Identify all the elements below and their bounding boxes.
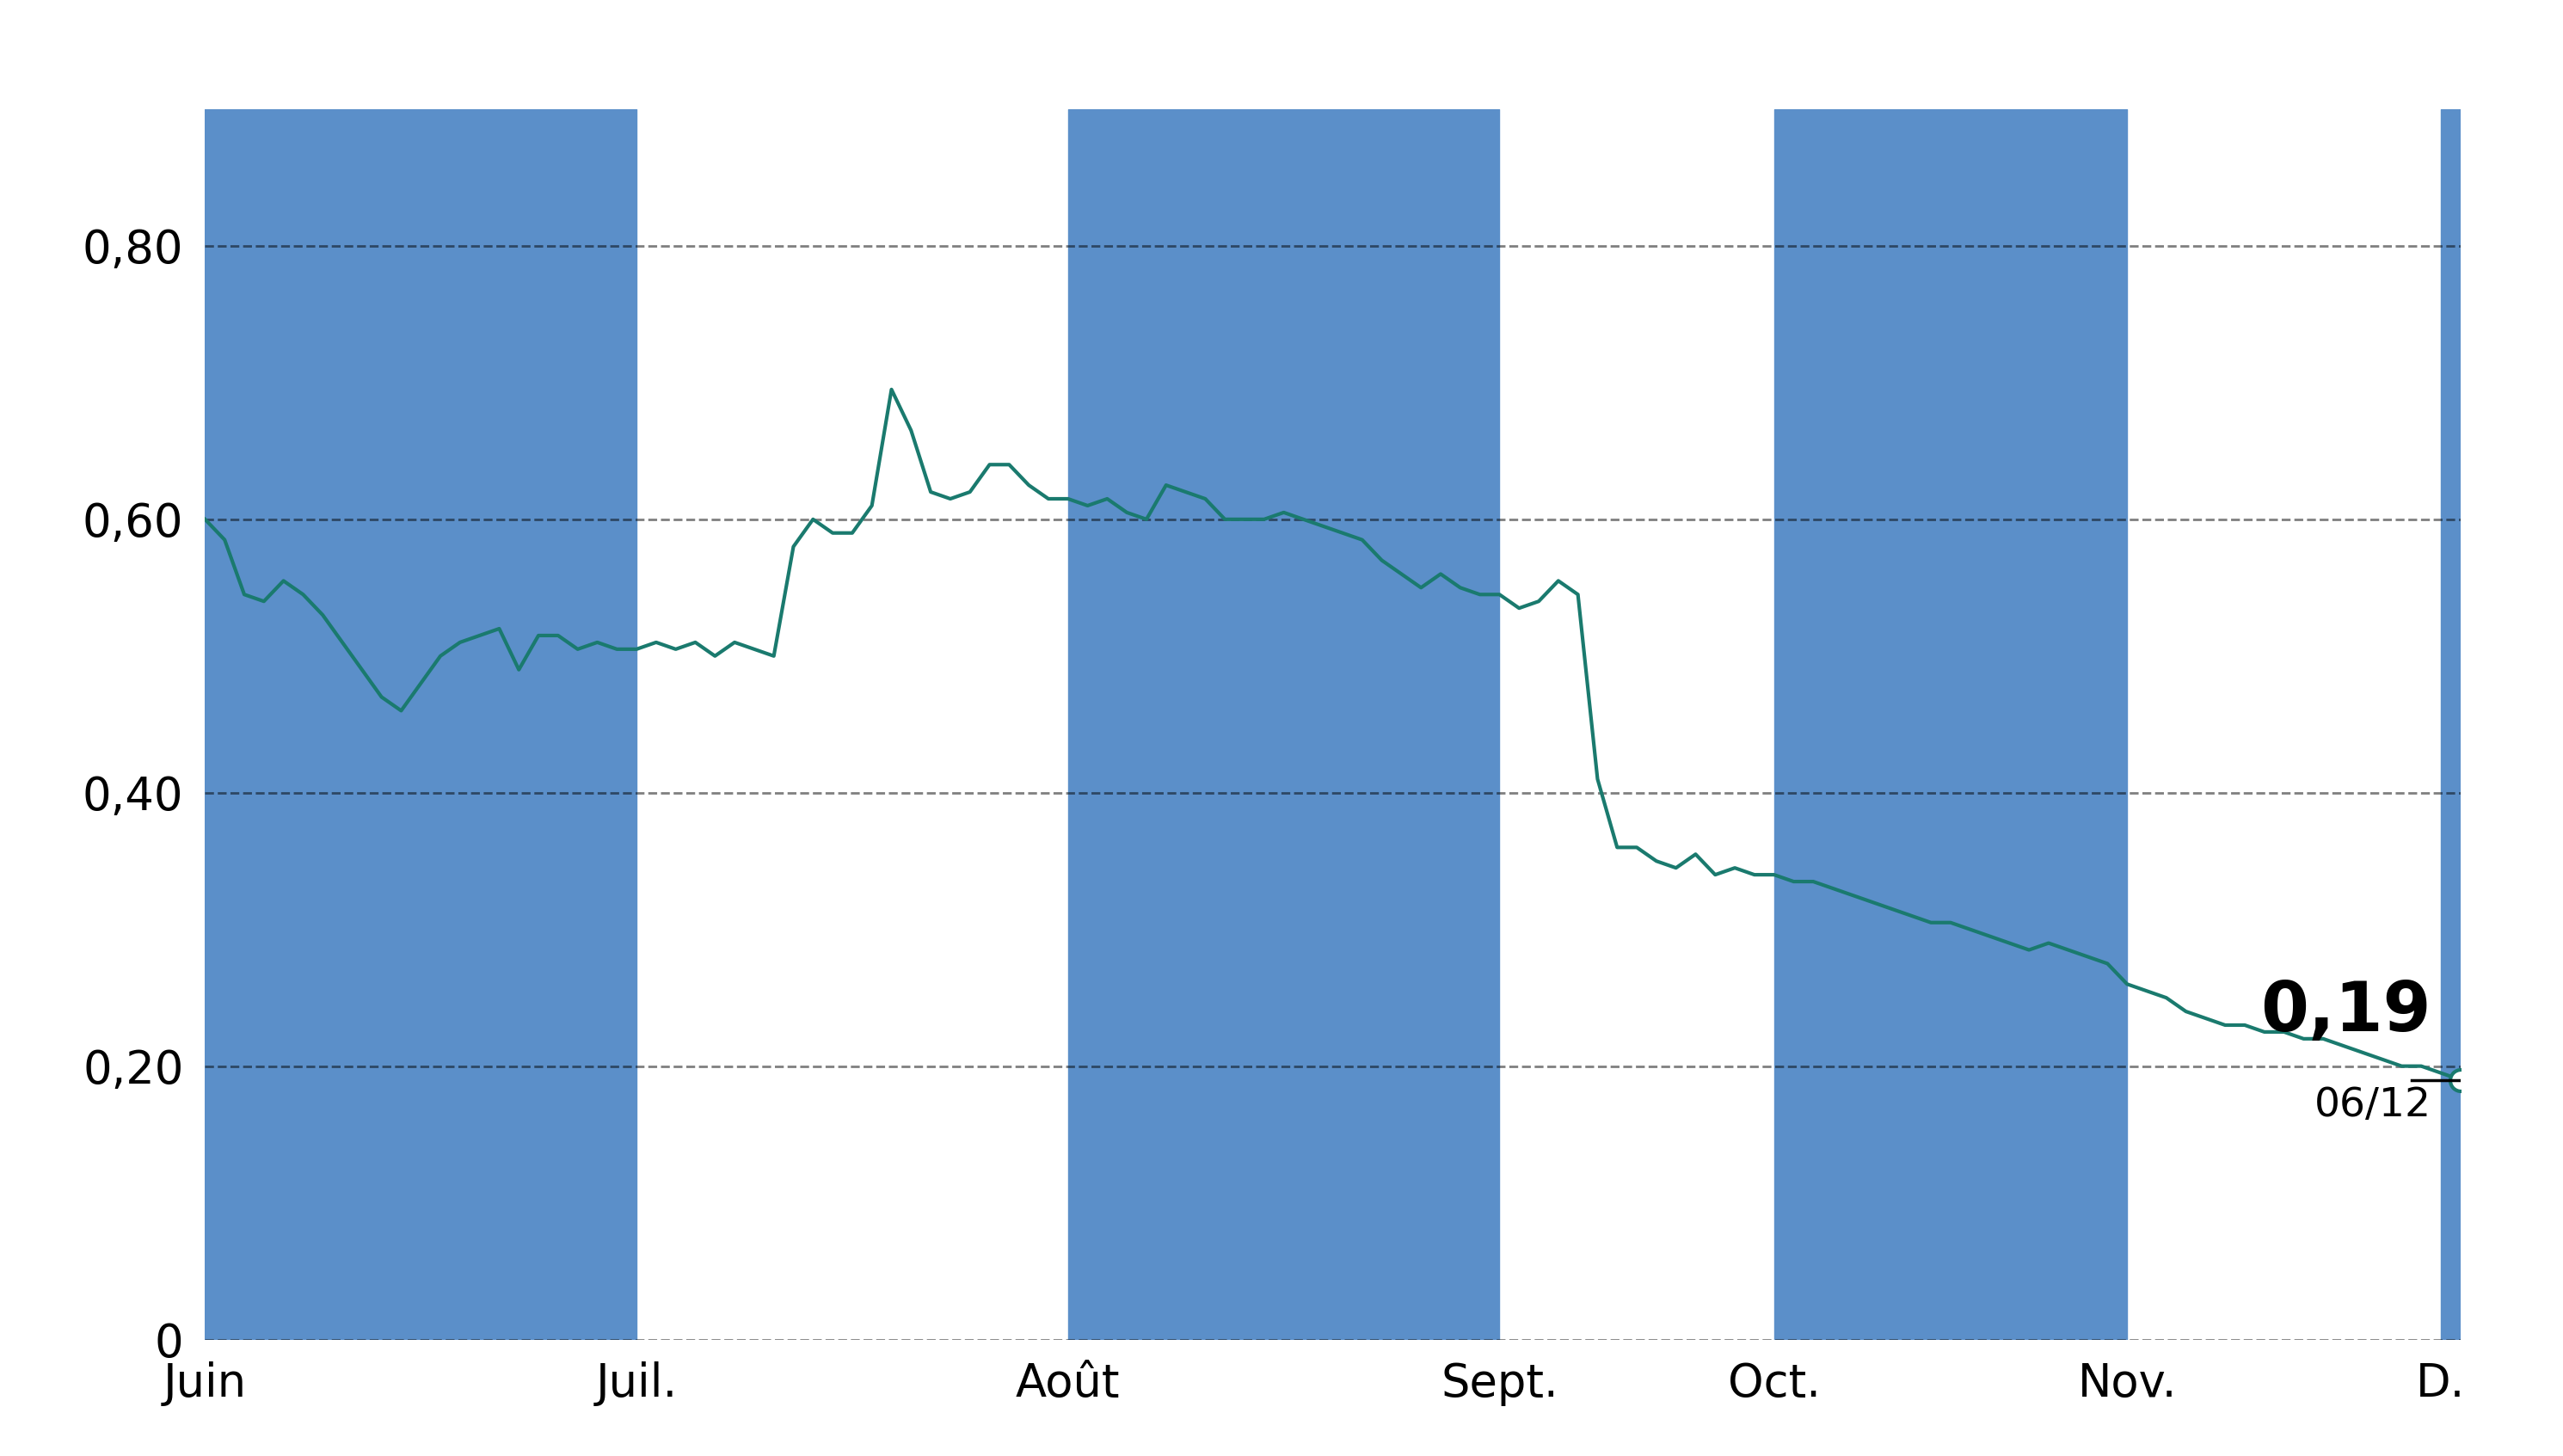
- Bar: [2440, 109, 2540, 1340]
- Text: 06/12: 06/12: [2314, 1086, 2432, 1125]
- Bar: [205, 109, 636, 1340]
- Bar: [1774, 109, 2127, 1340]
- Text: POXEL: POXEL: [1107, 9, 1456, 100]
- Bar: [1069, 109, 1499, 1340]
- Text: 0,19: 0,19: [2261, 978, 2432, 1045]
